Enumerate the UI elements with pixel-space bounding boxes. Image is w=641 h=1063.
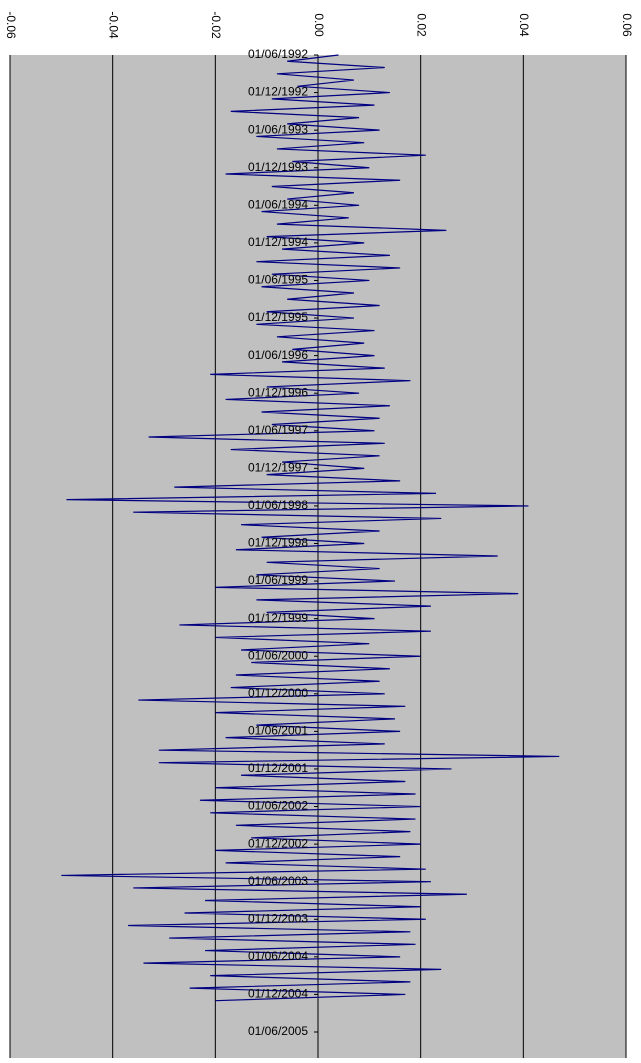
y-tick-label: 01/12/1995 [248,310,308,324]
y-tick-label: 01/06/1995 [248,273,308,287]
y-tick-label: 01/12/2004 [248,987,308,1001]
x-tick-label: -0.04 [106,11,120,39]
x-tick-label: -0.02 [209,11,223,39]
y-tick-label: 01/06/1992 [248,47,308,61]
x-tick-label: 0.04 [517,13,531,37]
y-tick-label: 01/06/1996 [248,348,308,362]
y-tick-label: 01/06/2000 [248,648,308,662]
y-tick-label: 01/06/1993 [248,122,308,136]
y-tick-label: 01/06/1999 [248,573,308,587]
x-tick-label: 0.00 [312,13,326,37]
y-tick-label: 01/12/1996 [248,385,308,399]
y-tick-label: 01/12/1992 [248,85,308,99]
y-tick-label: 01/06/1998 [248,498,308,512]
y-tick-label: 01/12/1999 [248,611,308,625]
x-tick-label: 0.02 [414,13,428,37]
y-tick-label: 01/12/1997 [248,461,308,475]
x-tick-label: 0.06 [620,13,634,37]
x-tick-label: -0.06 [4,11,18,39]
y-tick-label: 01/06/2002 [248,799,308,813]
y-tick-label: 01/06/1994 [248,197,308,211]
y-tick-label: 01/12/2000 [248,686,308,700]
y-tick-label: 01/06/2003 [248,874,308,888]
y-tick-label: 01/12/2003 [248,911,308,925]
y-tick-label: 01/12/1998 [248,536,308,550]
y-tick-label: 01/06/1997 [248,423,308,437]
y-tick-label: 01/12/1993 [248,160,308,174]
y-tick-label: 01/12/2001 [248,761,308,775]
y-tick-label: 01/06/2004 [248,949,308,963]
series-line [61,54,560,1002]
y-tick-label: 01/12/2002 [248,836,308,850]
y-tick-label: 01/12/1994 [248,235,308,249]
y-tick-label: 01/06/2001 [248,724,308,738]
y-tick-label: 01/06/2005 [248,1024,308,1038]
